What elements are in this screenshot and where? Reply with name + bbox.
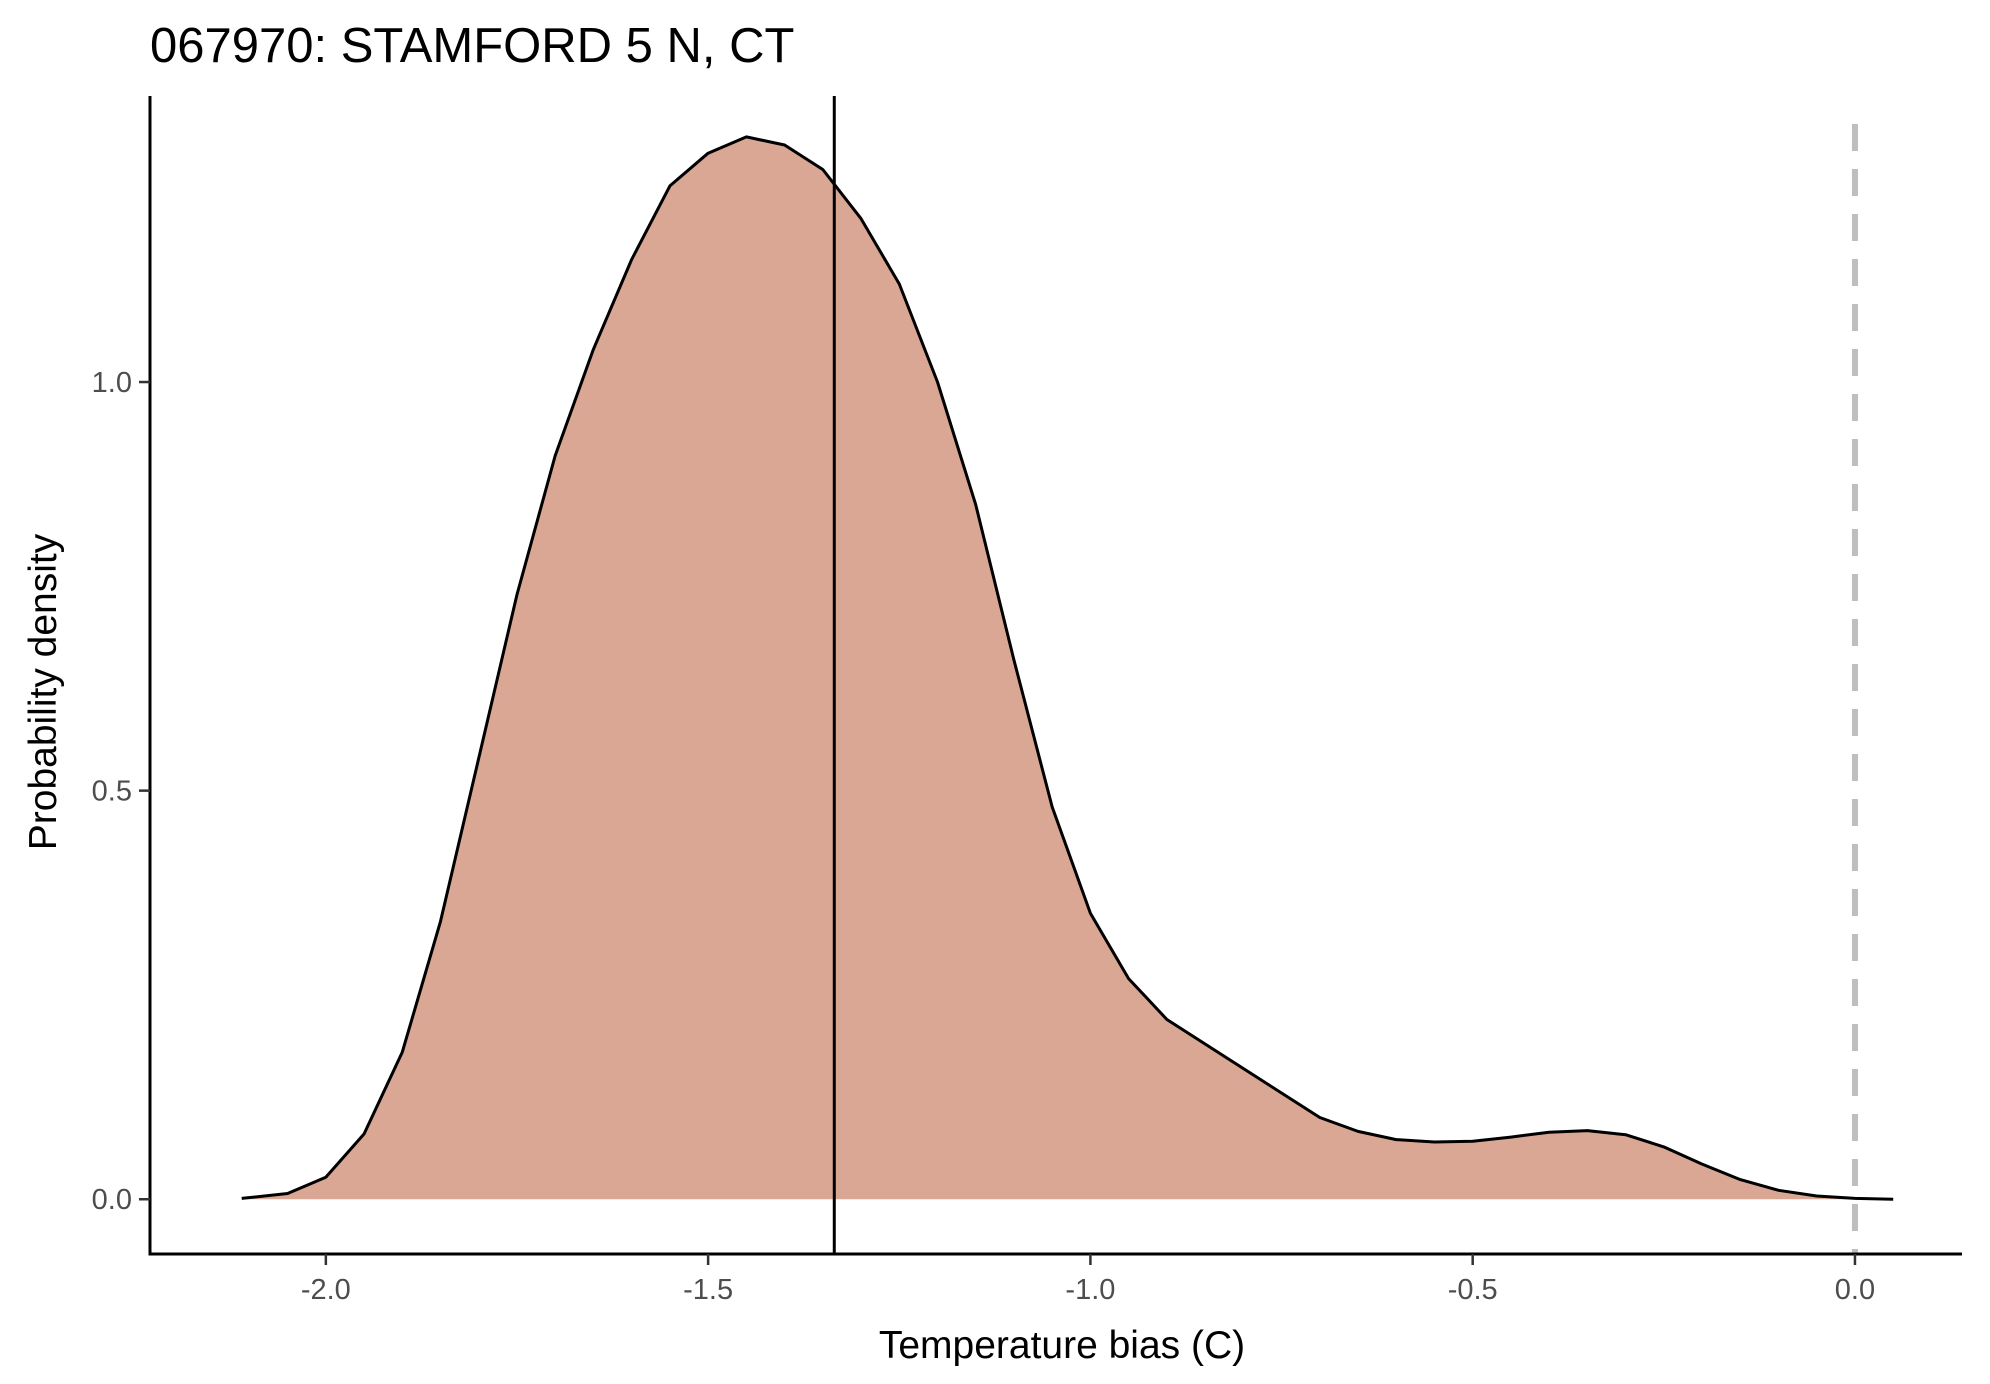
x-tick-label: -0.5 — [1448, 1274, 1498, 1306]
reference-lines — [832, 96, 1858, 1254]
density-line — [241, 135, 1894, 1201]
tick-labels: -2.0 -1.5 -1.0 -0.5 0.0 0.0 0.5 1.0 — [92, 367, 1875, 1306]
plot-area — [241, 135, 1894, 1201]
axes — [139, 96, 1962, 1265]
y-axis-label: Probability density — [22, 533, 65, 850]
x-tick-label: -1.5 — [683, 1274, 733, 1306]
x-tick-label: 0.0 — [1835, 1274, 1875, 1306]
chart-title: 067970: STAMFORD 5 N, CT — [150, 19, 794, 73]
x-tick-label: -2.0 — [301, 1274, 351, 1306]
y-tick-label: 0.5 — [92, 776, 132, 808]
y-tick-label: 1.0 — [92, 367, 132, 399]
x-tick-label: -1.0 — [1065, 1274, 1115, 1306]
y-tick-label: 0.0 — [92, 1184, 132, 1216]
x-axis-label: Temperature bias (C) — [879, 1324, 1245, 1367]
density-area — [241, 136, 1894, 1200]
